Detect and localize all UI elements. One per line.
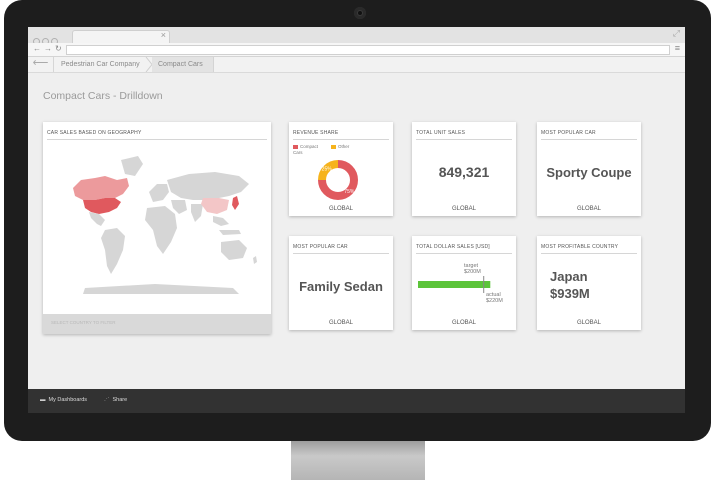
share-icon: ⋰ xyxy=(104,397,110,403)
back-arrow-icon[interactable]: ← xyxy=(33,44,41,53)
total-unit-sales-card[interactable]: TOTAL UNIT SALES 849,321 GLOBAL xyxy=(412,122,516,216)
dollar-sales-footer: GLOBAL xyxy=(451,320,476,326)
actual-sales-bar xyxy=(418,281,491,288)
share-label: Share xyxy=(112,397,128,403)
map-middle-east xyxy=(171,200,187,214)
popular-car-card-1[interactable]: MOST POPULAR CAR Sporty Coupe GLOBAL xyxy=(537,122,641,216)
legend-label-compact: Compact Cars xyxy=(293,144,319,155)
legend-label-other: Other xyxy=(338,144,350,149)
world-map[interactable] xyxy=(43,142,271,312)
address-bar[interactable] xyxy=(66,45,670,55)
revenue-share-card[interactable]: REVENUE SHARE Compact Cars Other 75% 25% … xyxy=(289,122,393,216)
forward-arrow-icon[interactable]: → xyxy=(44,44,52,53)
breadcrumb-back-button[interactable]: ⟵ xyxy=(28,57,54,72)
popular-car-title-2: MOST POPULAR CAR xyxy=(293,244,389,254)
map-australia xyxy=(221,240,247,260)
donut-slice-compact xyxy=(318,160,358,200)
total-unit-sales-title: TOTAL UNIT SALES xyxy=(416,130,512,140)
map-indonesia xyxy=(219,230,241,235)
browser-tab[interactable]: × xyxy=(72,30,170,44)
reload-icon[interactable]: ↻ xyxy=(55,44,62,53)
screen: × ⤢ ← → ↻ ≡ ⟵ Pedestrian Car Company Compa… xyxy=(28,27,685,413)
browser-toolbar: ← → ↻ ≡ xyxy=(28,43,685,57)
popular-car-title-1: MOST POPULAR CAR xyxy=(541,130,637,140)
map-japan xyxy=(232,196,239,210)
dollar-sales-bullet-chart[interactable] xyxy=(418,276,510,298)
profitable-country-name: Japan xyxy=(550,269,588,284)
menu-icon[interactable]: ≡ xyxy=(674,43,680,53)
map-card[interactable]: CAR SALES BASED ON GEOGRAPHY xyxy=(43,122,271,334)
legend-swatch-compact xyxy=(293,144,298,149)
total-unit-sales-value: 849,321 xyxy=(438,164,490,180)
map-antarctica xyxy=(83,284,239,294)
popular-car-card-2[interactable]: MOST POPULAR CAR Family Sedan GLOBAL xyxy=(289,236,393,330)
total-unit-sales-footer: GLOBAL xyxy=(451,206,476,212)
map-india xyxy=(191,204,203,222)
donut-slice-other xyxy=(318,160,339,181)
page-title: Compact Cars - Drilldown xyxy=(43,90,163,102)
dollar-sales-card[interactable]: TOTAL DOLLAR SALES [USD] target $200M ac… xyxy=(412,236,516,330)
breadcrumb-item-current[interactable]: Compact Cars xyxy=(152,57,214,72)
breadcrumb: ⟵ Pedestrian Car Company Compact Cars xyxy=(28,57,685,73)
map-africa xyxy=(145,206,177,254)
map-china xyxy=(201,198,229,214)
revenue-share-footer: GLOBAL xyxy=(328,206,353,212)
my-dashboards-label: My Dashboards xyxy=(48,397,88,403)
actual-annotation: actual $220M xyxy=(486,292,503,304)
map-southeast-asia xyxy=(213,216,229,226)
donut-label-compact: 75% xyxy=(344,189,355,195)
share-button[interactable]: ⋰ Share xyxy=(104,397,127,403)
map-asia xyxy=(167,172,249,200)
profitable-country-card[interactable]: MOST PROFITABLE COUNTRY Japan $939M GLOB… xyxy=(537,236,641,330)
close-icon[interactable]: × xyxy=(160,30,166,40)
bottom-taskbar: ▬ My Dashboards ⋰ Share xyxy=(28,389,685,413)
map-greenland xyxy=(121,156,143,176)
popular-car-footer-2: GLOBAL xyxy=(328,320,353,326)
revenue-share-title: REVENUE SHARE xyxy=(293,130,389,140)
my-dashboards-button[interactable]: ▬ My Dashboards xyxy=(40,397,87,403)
popular-car-value-2: Family Sedan xyxy=(299,279,383,294)
revenue-donut-chart[interactable]: 75% 25% xyxy=(316,158,360,202)
browser-tabstrip: × ⤢ xyxy=(28,27,685,45)
map-europe xyxy=(149,184,169,202)
target-value: $200M xyxy=(464,269,481,275)
map-south-america xyxy=(101,228,125,274)
map-usa xyxy=(83,198,121,214)
target-label: target xyxy=(464,263,479,269)
actual-label: actual xyxy=(486,292,501,298)
map-canada xyxy=(73,176,129,200)
target-annotation: target $200M xyxy=(464,263,481,275)
legend-swatch-other xyxy=(331,144,336,149)
breadcrumb-item-company[interactable]: Pedestrian Car Company xyxy=(61,61,140,68)
map-card-title: CAR SALES BASED ON GEOGRAPHY xyxy=(47,130,267,140)
popular-car-footer-1: GLOBAL xyxy=(576,206,601,212)
donut-label-other: 25% xyxy=(322,166,333,172)
map-new-zealand xyxy=(253,256,257,264)
folder-icon: ▬ xyxy=(40,397,46,403)
profitable-country-footer: GLOBAL xyxy=(576,320,601,326)
profitable-country-value: $939M xyxy=(550,286,590,301)
profitable-country-title: MOST PROFITABLE COUNTRY xyxy=(541,244,637,254)
expand-icon[interactable]: ⤢ xyxy=(672,28,680,38)
actual-value: $220M xyxy=(486,298,503,304)
profitable-country-block: Japan $939M xyxy=(550,268,590,302)
camera-icon xyxy=(354,7,366,19)
map-filter-hint: SELECT COUNTRY TO FILTER xyxy=(43,314,271,334)
monitor-stand xyxy=(291,440,425,480)
dollar-sales-title: TOTAL DOLLAR SALES [USD] xyxy=(416,244,512,254)
popular-car-value-1: Sporty Coupe xyxy=(546,165,632,180)
map-mexico xyxy=(89,212,105,226)
